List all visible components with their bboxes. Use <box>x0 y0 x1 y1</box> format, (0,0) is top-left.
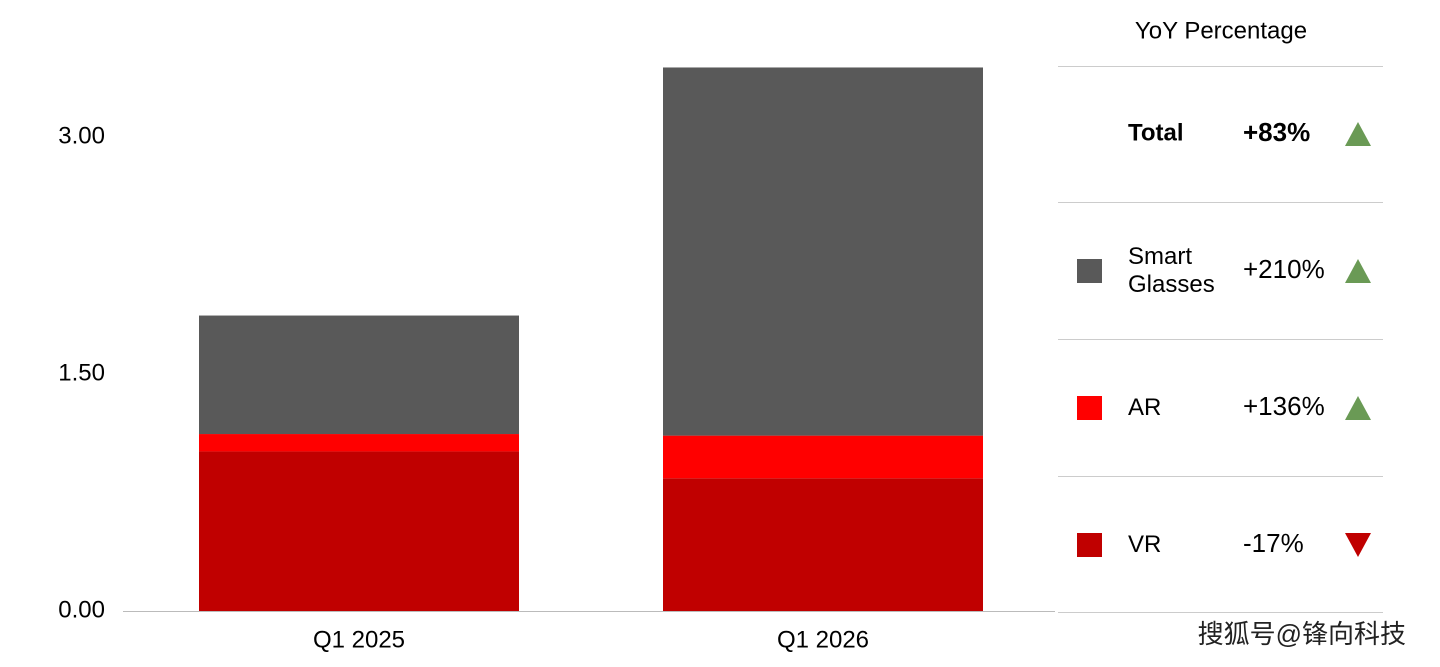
bar-segment <box>663 435 983 479</box>
legend-swatch <box>1077 533 1102 557</box>
bar-segment <box>199 434 519 452</box>
total-label: Total <box>1128 119 1184 146</box>
yoy-value: +210% <box>1243 254 1325 284</box>
yoy-value: +136% <box>1243 391 1325 421</box>
up-arrow <box>1345 259 1371 283</box>
legend-label: VR <box>1128 531 1162 558</box>
down-arrow <box>1345 533 1371 557</box>
yoy-value: -17% <box>1243 528 1304 558</box>
total-yoy: +83% <box>1243 117 1310 147</box>
legend-label: AR <box>1128 394 1162 421</box>
watermark: 搜狐号@锋向科技 <box>1198 619 1406 649</box>
bar-segment <box>199 451 519 611</box>
x-tick-label: Q1 2025 <box>313 626 405 653</box>
legend-swatch <box>1077 396 1102 420</box>
y-tick-label: 1.50 <box>58 359 105 386</box>
up-arrow <box>1345 396 1371 420</box>
bar-segment <box>663 67 983 436</box>
bar-segment <box>199 315 519 435</box>
y-tick-label: 3.00 <box>58 122 105 149</box>
x-tick-label: Q1 2026 <box>777 626 869 653</box>
y-tick-label: 0.00 <box>58 596 105 623</box>
up-arrow <box>1345 122 1371 146</box>
legend-swatch <box>1077 259 1102 283</box>
legend-label: Smart Glasses <box>1128 243 1215 298</box>
table-title: YoY Percentage <box>1135 17 1307 44</box>
bar-segment <box>663 478 983 611</box>
